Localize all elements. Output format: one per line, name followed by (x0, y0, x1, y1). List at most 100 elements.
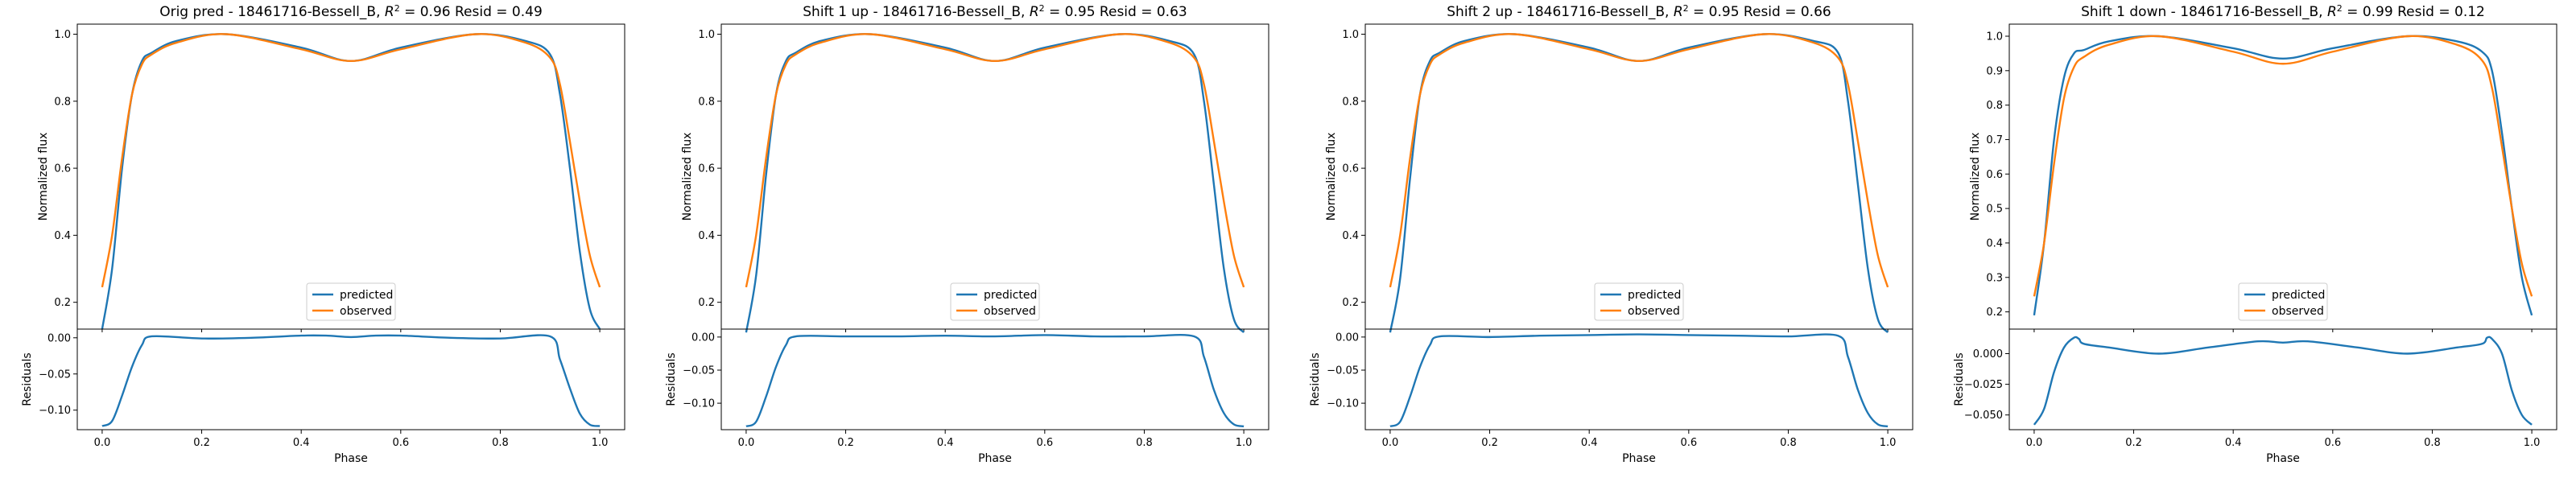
top-ylabel: Normalized flux (681, 133, 694, 221)
top-ytick-label: 0.5 (1986, 204, 2003, 216)
top-ylabel: Normalized flux (1325, 133, 1338, 221)
top-ytick-label: 0.8 (698, 96, 715, 108)
top-ytick-label: 0.6 (1986, 169, 2003, 181)
residual-axes-frame (1364, 328, 1913, 430)
residual-ylabel: Residuals (1953, 352, 1966, 406)
top-ylabel: Normalized flux (1969, 133, 1982, 221)
residual-xtick-label: 1.0 (1236, 437, 1253, 449)
top-ytick-label: 0.3 (1986, 272, 2003, 284)
residual-ytick-label: −0.10 (1327, 398, 1359, 410)
residual-xlabel: Phase (2266, 452, 2300, 465)
legend-label-observed: observed (984, 305, 1036, 318)
residual-xtick-label: 0.8 (1780, 437, 1797, 449)
residual-xtick-label: 1.0 (592, 437, 609, 449)
residual-axes-frame (720, 328, 1269, 430)
residual-xlabel: Phase (978, 452, 1012, 465)
title-prefix: Orig pred - 18461716-Bessell_B, (159, 4, 385, 20)
top-ytick-label: 0.2 (1342, 297, 1359, 309)
top-ytick-label: 0.2 (54, 297, 71, 309)
residual-ylabel: Residuals (665, 352, 678, 406)
legend-label-predicted: predicted (1628, 289, 1681, 302)
chart-svg: Shift 1 up - 18461716-Bessell_B, R2 = 0.… (665, 3, 1269, 465)
top-ytick-label: 1.0 (54, 29, 71, 41)
top-ytick-label: 0.4 (1986, 237, 2003, 249)
title-r-exponent: 2 (1039, 3, 1045, 14)
top-ytick-label: 0.4 (698, 230, 715, 242)
residual-ylabel: Residuals (21, 352, 34, 406)
title-r-symbol: R (385, 4, 394, 20)
series-line-observed (101, 33, 601, 288)
residual-xlabel: Phase (334, 452, 368, 465)
title-r-exponent: 2 (2337, 3, 2343, 14)
residual-line (101, 334, 601, 427)
residual-ylabel: Residuals (1309, 352, 1322, 406)
top-ytick-label: 0.2 (698, 297, 715, 309)
legend-label-observed: observed (1628, 305, 1680, 318)
residual-xtick-label: 0.4 (937, 437, 954, 449)
chart-title: Shift 1 down - 18461716-Bessell_B, R2 = … (2081, 3, 2485, 21)
legend-label-predicted: predicted (2272, 289, 2325, 302)
residual-ytick-label: −0.05 (1327, 364, 1359, 377)
top-ytick-label: 0.8 (54, 96, 71, 108)
title-r-exponent: 2 (394, 3, 400, 14)
title-r-symbol: R (1674, 4, 1683, 20)
top-ytick-label: 0.2 (1986, 307, 2003, 319)
top-ytick-label: 0.8 (1986, 100, 2003, 112)
residual-ytick-label: −0.10 (39, 405, 71, 417)
legend-label-observed: observed (340, 305, 392, 318)
residual-ytick-label: −0.050 (1964, 410, 2003, 422)
residual-ytick-label: −0.05 (683, 364, 715, 377)
title-prefix: Shift 1 down - 18461716-Bessell_B, (2081, 4, 2327, 20)
residual-xtick-label: 0.2 (2125, 437, 2142, 449)
title-r-symbol: R (2327, 4, 2337, 20)
residual-xtick-label: 0.0 (1382, 437, 1399, 449)
series-line-observed (2033, 35, 2533, 297)
residual-xtick-label: 0.0 (738, 437, 755, 449)
residual-xtick-label: 1.0 (2524, 437, 2541, 449)
top-ytick-label: 0.6 (1342, 163, 1359, 175)
title-prefix: Shift 1 up - 18461716-Bessell_B, (803, 4, 1030, 20)
title-stats: = 0.96 Resid = 0.49 (400, 4, 543, 20)
residual-xtick-label: 0.4 (2225, 437, 2242, 449)
residual-xtick-label: 0.6 (392, 437, 409, 449)
residual-ytick-label: −0.025 (1964, 379, 2003, 391)
legend-label-predicted: predicted (340, 289, 393, 302)
residual-ytick-label: −0.05 (39, 369, 71, 381)
top-ytick-label: 0.4 (1342, 230, 1359, 242)
top-ytick-label: 1.0 (1986, 31, 2003, 43)
residual-xtick-label: 0.6 (1680, 437, 1697, 449)
series-line-observed (1389, 33, 1889, 288)
title-prefix: Shift 2 up - 18461716-Bessell_B, (1447, 4, 1674, 20)
chart-title: Shift 2 up - 18461716-Bessell_B, R2 = 0.… (1447, 3, 1831, 21)
legend-label-observed: observed (2272, 305, 2324, 318)
residual-ytick-label: 0.000 (1973, 348, 2003, 360)
title-stats: = 0.95 Resid = 0.66 (1689, 4, 1831, 20)
residual-xtick-label: 0.0 (2026, 437, 2043, 449)
residual-xtick-label: 0.4 (293, 437, 310, 449)
top-ytick-label: 0.8 (1342, 96, 1359, 108)
residual-line (2033, 336, 2533, 426)
residual-axes-frame (76, 328, 625, 430)
residual-xlabel: Phase (1622, 452, 1656, 465)
top-ytick-label: 0.4 (54, 230, 71, 242)
top-ytick-label: 0.7 (1986, 134, 2003, 146)
residual-ytick-label: 0.00 (691, 332, 715, 344)
chart-title: Orig pred - 18461716-Bessell_B, R2 = 0.9… (159, 3, 543, 21)
chart-panel-1: Orig pred - 18461716-Bessell_B, R2 = 0.9… (0, 0, 644, 483)
top-ytick-label: 0.6 (54, 163, 71, 175)
chart-panel-4: Shift 1 down - 18461716-Bessell_B, R2 = … (1932, 0, 2576, 483)
chart-svg: Orig pred - 18461716-Bessell_B, R2 = 0.9… (21, 3, 625, 465)
top-ytick-label: 0.6 (698, 163, 715, 175)
series-line-predicted (2033, 35, 2533, 316)
top-ytick-label: 0.9 (1986, 65, 2003, 77)
chart-panel-3: Shift 2 up - 18461716-Bessell_B, R2 = 0.… (1288, 0, 1932, 483)
residual-ytick-label: −0.10 (683, 398, 715, 410)
residual-xtick-label: 0.8 (2424, 437, 2441, 449)
title-r-exponent: 2 (1683, 3, 1689, 14)
residual-xtick-label: 0.8 (1136, 437, 1153, 449)
residual-line (745, 333, 1245, 428)
residual-xtick-label: 0.6 (1036, 437, 1053, 449)
residual-ytick-label: 0.00 (1335, 332, 1359, 344)
residual-xtick-label: 0.0 (94, 437, 111, 449)
